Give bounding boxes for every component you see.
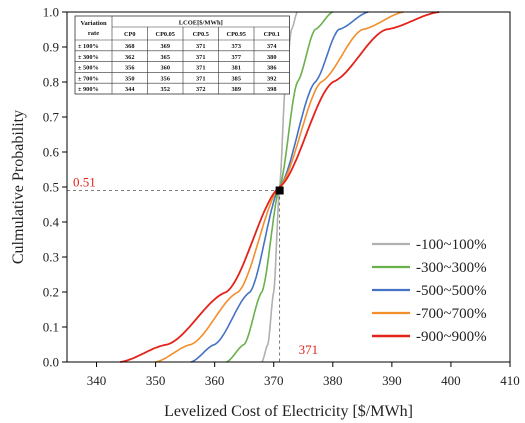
table-cell: 389 [232, 86, 241, 93]
legend-label: -100~100% [416, 237, 487, 253]
table-header-variation-rate: rate [88, 30, 99, 37]
table-cell: 360 [161, 65, 170, 72]
table-column-header: CP0.1 [264, 31, 280, 38]
table-cell: 380 [267, 54, 276, 61]
chart-legend: -100~100% -300~300% -500~500% -700~700% -900… [372, 237, 487, 345]
table-cell: 373 [232, 43, 241, 50]
y-axis-label: Culmulative Probability [10, 110, 27, 264]
x-tick-label: 410 [500, 373, 520, 388]
legend-label: -300~300% [416, 260, 487, 276]
x-tick-label: 340 [87, 373, 107, 388]
x-tick-label: 370 [264, 373, 284, 388]
table-header-variation-rate: Variation [80, 20, 107, 27]
table-cell: 352 [161, 86, 170, 93]
table-cell: 356 [125, 65, 134, 72]
table-column-header: CP0.95 [227, 31, 246, 38]
table-row-rate: ± 500% [78, 65, 99, 72]
table-column-header: CP0.05 [156, 31, 175, 38]
y-tick-label: 0.9 [43, 40, 59, 55]
y-tick-label: 0.0 [43, 355, 59, 370]
table-cell: 372 [196, 86, 205, 93]
table-row-rate: ± 100% [78, 43, 99, 50]
y-tick-label: 0.4 [43, 215, 60, 230]
table-row-rate: ± 300% [78, 54, 99, 61]
x-axis-label: Levelized Cost of Electricity [$/MWh] [164, 403, 413, 420]
table-cell: 374 [267, 43, 277, 50]
table-row-rate: ± 900% [78, 86, 99, 93]
annotation-y-value: 0.51 [73, 175, 96, 190]
axis-ticks: 340 350 360 370 380 390 400 410 0.0 0.1 0.2 0.3 0.4 0… [43, 5, 520, 389]
guide-lines [67, 186, 284, 362]
table-cell: 369 [161, 43, 170, 50]
legend-label: -500~500% [416, 283, 487, 299]
x-tick-label: 390 [382, 373, 402, 388]
table-cell: 371 [196, 43, 205, 50]
y-tick-label: 0.8 [43, 75, 59, 90]
table-column-header: CP0 [124, 31, 136, 38]
table-cell: 356 [161, 75, 170, 82]
y-tick-label: 0.6 [43, 145, 60, 160]
median-marker [275, 186, 284, 195]
y-tick-label: 0.3 [43, 250, 59, 265]
table-header-lcoe: LCOE[$/MWh] [179, 20, 223, 27]
table-cell: 392 [267, 75, 276, 82]
table-cell: 344 [125, 86, 135, 93]
table-cell: 377 [232, 54, 241, 61]
lcoe-summary-table: Variation rate LCOE[$/MWh] CP0 CP0.05 CP0.5 CP… [74, 15, 290, 95]
table-cell: 350 [125, 75, 134, 82]
table-row-rate: ± 700% [78, 75, 99, 82]
table-cell: 398 [267, 86, 276, 93]
x-tick-label: 350 [146, 373, 166, 388]
legend-label: -700~700% [416, 306, 487, 322]
annotation-x-value: 371 [299, 342, 319, 357]
table-cell: 371 [196, 65, 205, 72]
table-cell: 368 [125, 43, 134, 50]
table-cell: 386 [267, 65, 276, 72]
y-tick-label: 1.0 [43, 5, 59, 20]
table-cell: 365 [161, 54, 170, 61]
legend-label: -900~900% [416, 329, 487, 345]
table-cell: 385 [232, 75, 241, 82]
table-cell: 371 [196, 54, 205, 61]
table-column-header: CP0.5 [193, 31, 209, 38]
y-tick-label: 0.2 [43, 285, 59, 300]
table-cell: 362 [125, 54, 134, 61]
x-tick-label: 360 [205, 373, 225, 388]
table-cell: 381 [232, 65, 241, 72]
y-tick-label: 0.5 [43, 180, 59, 195]
table-cell: 371 [196, 75, 205, 82]
y-tick-label: 0.7 [43, 110, 60, 125]
x-tick-label: 380 [323, 373, 343, 388]
table-frame [74, 15, 290, 95]
y-tick-label: 0.1 [43, 320, 59, 335]
x-tick-label: 400 [441, 373, 461, 388]
